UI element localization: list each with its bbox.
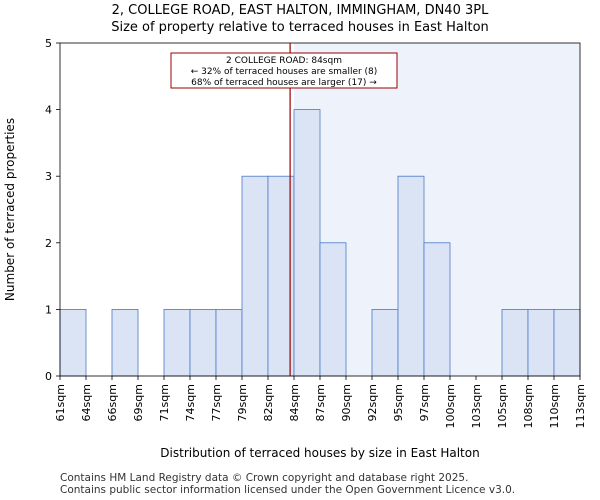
bar-95sqm xyxy=(397,175,425,377)
x-tick-label-66sqm: 66sqm xyxy=(106,384,119,421)
x-tick-label-87sqm: 87sqm xyxy=(314,384,327,421)
x-tick-label-71sqm: 71sqm xyxy=(158,384,171,421)
bar-92sqm xyxy=(371,308,399,377)
x-tick-label-100sqm: 100sqm xyxy=(444,384,457,428)
x-tick-label-77sqm: 77sqm xyxy=(210,384,223,421)
bar-77sqm xyxy=(215,308,243,377)
x-tick-label-69sqm: 69sqm xyxy=(132,384,145,421)
bar-61sqm xyxy=(59,308,87,377)
y-tick-label: 3 xyxy=(45,170,52,183)
bar-108sqm xyxy=(527,308,555,377)
x-tick-label-113sqm: 113sqm xyxy=(574,384,587,428)
x-tick-label-110sqm: 110sqm xyxy=(548,384,561,428)
bar-105sqm xyxy=(501,308,529,377)
x-tick-label-74sqm: 74sqm xyxy=(184,384,197,421)
y-tick-label: 2 xyxy=(45,237,52,250)
x-tick-label-92sqm: 92sqm xyxy=(366,384,379,421)
x-tick-label-95sqm: 95sqm xyxy=(392,384,405,421)
bar-87sqm xyxy=(319,242,347,377)
bar-66sqm xyxy=(111,308,139,377)
x-tick-label-105sqm: 105sqm xyxy=(496,384,509,428)
y-tick-label: 0 xyxy=(45,370,52,383)
x-tick-label-84sqm: 84sqm xyxy=(288,384,301,421)
bar-110sqm xyxy=(553,308,581,377)
x-tick-label-90sqm: 90sqm xyxy=(340,384,353,421)
footer-licence: Contains public sector information licen… xyxy=(60,484,516,496)
x-tick-label-103sqm: 103sqm xyxy=(470,384,483,428)
histogram-chart: 0 1 2 3 4 5 61sqm 64sqm 66sqm 69sqm 71sqm 74sqm 77s… xyxy=(3,37,587,460)
footer-copyright: Contains HM Land Registry data © Crown c… xyxy=(60,472,469,484)
x-tick-label-79sqm: 79sqm xyxy=(236,384,249,421)
x-axis-label: Distribution of terraced houses by size … xyxy=(160,446,479,460)
annotation-line-1: 2 COLLEGE ROAD: 84sqm xyxy=(226,56,342,66)
bar-79sqm xyxy=(241,175,269,377)
bar-74sqm xyxy=(189,308,217,377)
chart-title: 2, COLLEGE ROAD, EAST HALTON, IMMINGHAM,… xyxy=(111,3,489,18)
property-annotation: 2 COLLEGE ROAD: 84sqm ← 32% of terraced … xyxy=(170,52,398,89)
x-tick-label-108sqm: 108sqm xyxy=(522,384,535,428)
bar-97sqm xyxy=(423,242,451,377)
y-tick-label: 1 xyxy=(45,303,52,316)
x-tick-label-97sqm: 97sqm xyxy=(418,384,431,421)
x-tick-label-61sqm: 61sqm xyxy=(54,384,67,421)
bar-84sqm xyxy=(293,109,321,377)
annotation-line-2: ← 32% of terraced houses are smaller (8) xyxy=(191,67,378,77)
chart-subtitle: Size of property relative to terraced ho… xyxy=(111,20,489,35)
x-tick-label-64sqm: 64sqm xyxy=(80,384,93,421)
annotation-line-3: 68% of terraced houses are larger (17) → xyxy=(191,78,377,88)
y-axis-label: Number of terraced properties xyxy=(3,118,17,301)
bar-71sqm xyxy=(163,308,191,377)
y-tick-label: 4 xyxy=(45,104,52,117)
y-tick-label: 5 xyxy=(45,37,52,50)
x-tick-label-82sqm: 82sqm xyxy=(262,384,275,421)
